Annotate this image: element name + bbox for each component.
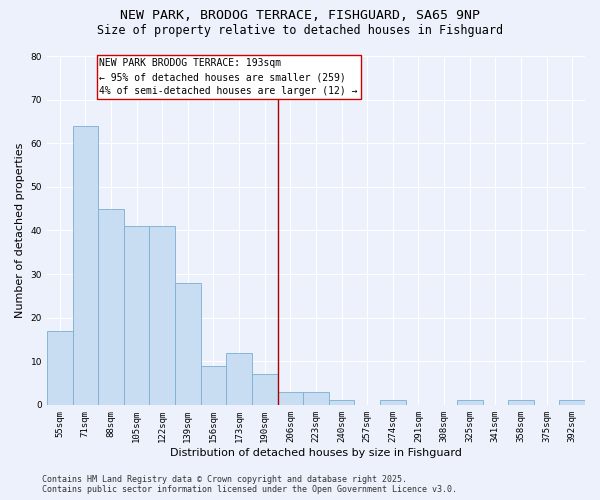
Bar xyxy=(226,352,252,405)
Text: NEW PARK, BRODOG TERRACE, FISHGUARD, SA65 9NP: NEW PARK, BRODOG TERRACE, FISHGUARD, SA6… xyxy=(120,9,480,22)
Bar xyxy=(124,226,149,405)
Y-axis label: Number of detached properties: Number of detached properties xyxy=(15,142,25,318)
Bar xyxy=(47,330,73,405)
Bar xyxy=(457,400,482,405)
Bar xyxy=(149,226,175,405)
Bar xyxy=(329,400,355,405)
Bar xyxy=(175,282,200,405)
Bar xyxy=(303,392,329,405)
Text: Size of property relative to detached houses in Fishguard: Size of property relative to detached ho… xyxy=(97,24,503,37)
Bar xyxy=(73,126,98,405)
Text: NEW PARK BRODOG TERRACE: 193sqm
← 95% of detached houses are smaller (259)
4% of: NEW PARK BRODOG TERRACE: 193sqm ← 95% of… xyxy=(100,58,358,96)
Bar xyxy=(508,400,534,405)
Bar xyxy=(380,400,406,405)
Text: Contains HM Land Registry data © Crown copyright and database right 2025.
Contai: Contains HM Land Registry data © Crown c… xyxy=(42,474,457,494)
X-axis label: Distribution of detached houses by size in Fishguard: Distribution of detached houses by size … xyxy=(170,448,462,458)
Bar xyxy=(98,208,124,405)
Bar xyxy=(559,400,585,405)
Bar xyxy=(252,374,278,405)
Bar xyxy=(200,366,226,405)
Bar xyxy=(278,392,303,405)
